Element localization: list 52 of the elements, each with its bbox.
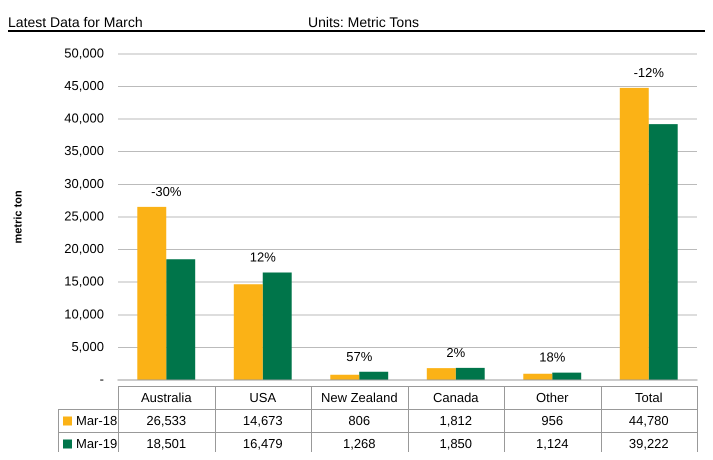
data-label: 806: [348, 413, 370, 428]
data-label: 39,222: [628, 436, 669, 452]
data-label: 26,533: [146, 413, 186, 428]
x-tick-label: Australia: [140, 390, 192, 406]
y-tick-label: 10,000: [64, 306, 104, 322]
y-tick-label: 30,000: [64, 176, 104, 191]
bar: [330, 374, 360, 380]
annotation: -30%: [151, 184, 182, 199]
x-tick-label: Canada: [432, 390, 480, 406]
bar: [166, 259, 196, 380]
x-tick-label: New Zealand: [320, 390, 398, 406]
data-label: 18,501: [146, 436, 186, 452]
bar: [552, 372, 582, 380]
bar: [234, 284, 263, 380]
y-axis-title: metric ton: [12, 190, 25, 244]
data-label: 1,812: [439, 413, 472, 428]
y-tick-label: 5,000: [71, 338, 104, 354]
text: Units: Metric Tons: [308, 14, 419, 30]
annotation: -12%: [634, 64, 664, 80]
data-label: 1,124: [536, 436, 569, 452]
bar: [262, 272, 292, 380]
legend-label: Mar-18: [76, 413, 118, 428]
data-label: 16,479: [242, 436, 283, 452]
y-tick-label: 40,000: [64, 110, 104, 126]
annotation: 57%: [346, 348, 373, 364]
x-tick-label: USA: [249, 390, 276, 406]
bar: [523, 374, 552, 380]
bar: [648, 124, 678, 380]
y-tick-label: 20,000: [64, 241, 104, 256]
y-tick-label: 50,000: [64, 45, 104, 60]
annotation: 2%: [446, 345, 466, 360]
y-tick-label: 15,000: [64, 274, 104, 289]
annotation: 18%: [539, 350, 566, 365]
y-tick-label: 25,000: [64, 208, 104, 224]
annotation: 12%: [250, 250, 276, 265]
bar: [137, 206, 166, 380]
data-label: 14,673: [242, 413, 283, 428]
bar: [456, 368, 485, 380]
data-label: 1,850: [439, 436, 472, 452]
data-label: 1,268: [342, 436, 376, 452]
y-tick-label: -: [100, 372, 104, 387]
x-tick-label: Other: [536, 390, 570, 406]
bar: [359, 372, 388, 380]
bar: [620, 88, 649, 380]
data-label: 956: [541, 413, 564, 428]
bar: [426, 368, 456, 380]
y-tick-label: 35,000: [64, 143, 104, 158]
x-tick-label: Total: [635, 390, 663, 406]
data-label: 44,780: [628, 413, 669, 428]
legend-label: Mar-19: [76, 436, 118, 452]
y-tick-label: 45,000: [64, 78, 104, 93]
chart-title: Latest Data for March: [8, 14, 144, 30]
